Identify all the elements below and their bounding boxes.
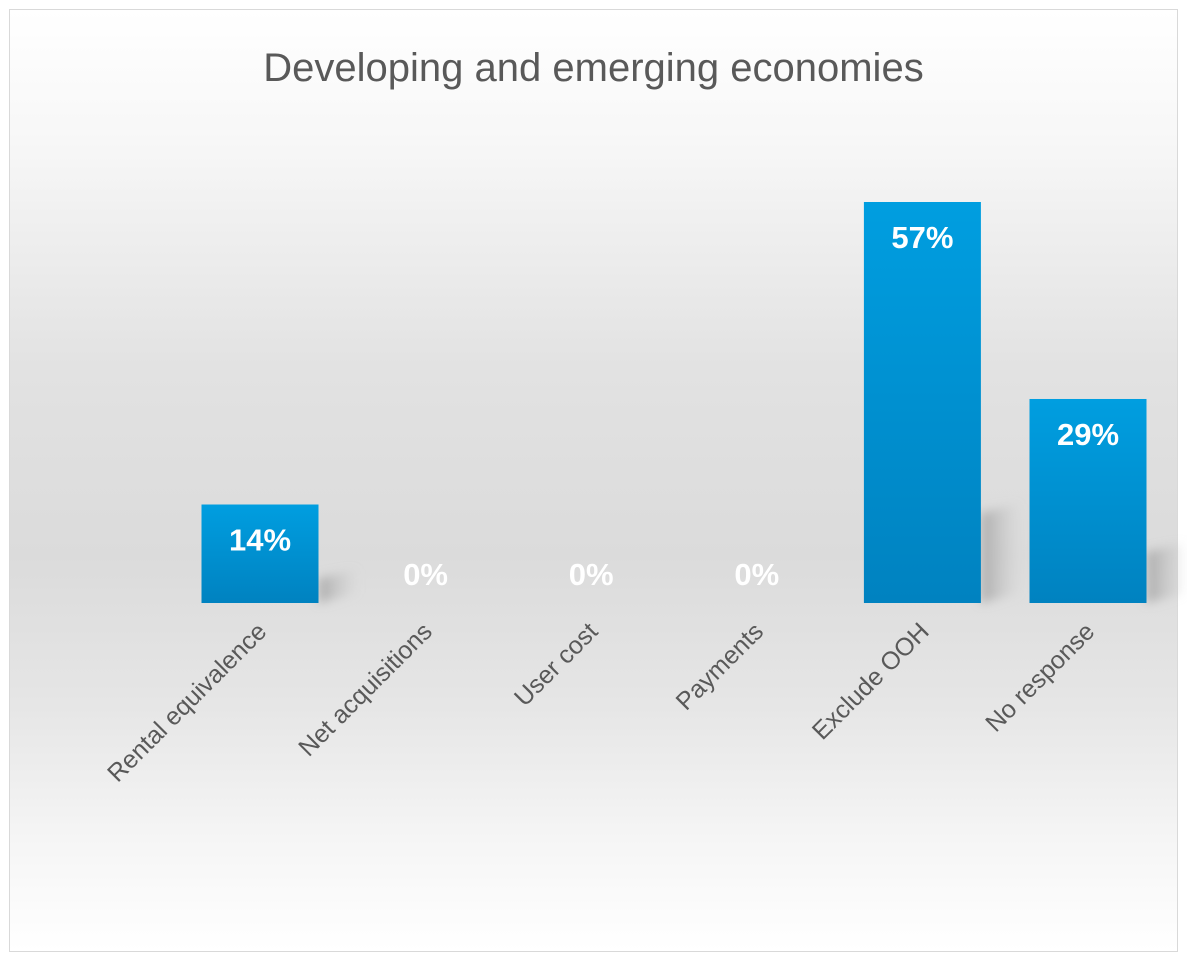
category-tick-label: Rental equivalence — [102, 617, 272, 787]
chart-title: Developing and emerging economies — [263, 46, 924, 90]
data-label: 57% — [891, 220, 953, 255]
bar-shadow — [318, 568, 359, 603]
data-label: 14% — [229, 523, 291, 558]
category-tick-label: Exclude OOH — [807, 617, 935, 745]
category-tick-label: Net acquisitions — [293, 617, 438, 762]
category-tick-label: User cost — [509, 617, 603, 711]
data-label: 0% — [569, 557, 614, 592]
data-label: 0% — [403, 557, 448, 592]
bar-shadow — [1146, 541, 1187, 603]
bar — [1029, 398, 1147, 603]
data-label: 29% — [1057, 417, 1119, 452]
bar-shadow — [980, 503, 1021, 603]
data-label: 0% — [734, 557, 779, 592]
bar — [201, 504, 319, 603]
chart-area — [9, 9, 1178, 952]
bar — [863, 202, 981, 603]
category-tick-label: Payments — [671, 617, 769, 715]
category-tick-label: No response — [980, 617, 1100, 737]
